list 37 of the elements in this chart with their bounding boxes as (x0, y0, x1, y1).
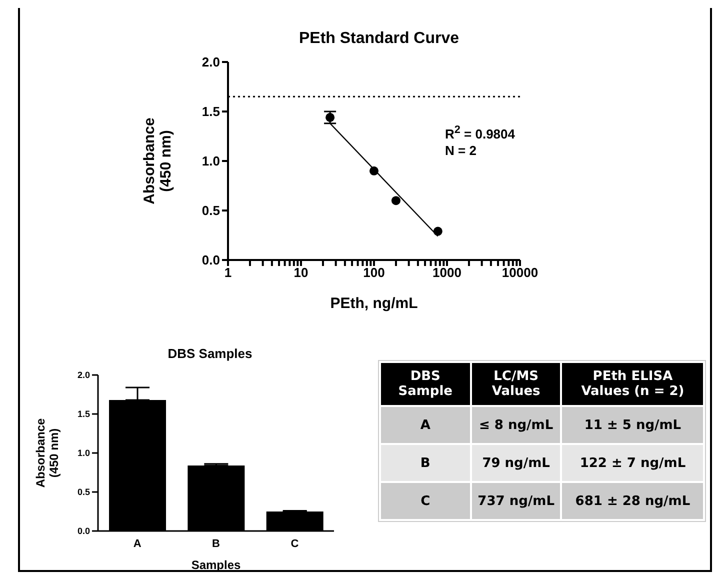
x-tick-label: A (133, 538, 142, 550)
fit-statistics: R$^{2}$ = 0.9804 N = 2 (445, 123, 515, 160)
x-tick-label: C (290, 538, 299, 550)
text: 681 ± 28 ng/mL (561, 482, 704, 520)
y-tick-label: 0.5 (77, 487, 90, 498)
text: 79 ng/mL (470, 444, 562, 482)
text: 11 ± 5 ng/mL (561, 406, 704, 444)
y-tick-label: 0.0 (202, 252, 220, 268)
text: 737 ng/mL (470, 482, 562, 520)
y-tick-label: 1.0 (202, 154, 220, 169)
category-label: PEth ELISA Values (n = 2) (561, 362, 704, 406)
y-tick-label: 2.0 (202, 54, 220, 70)
y-axis-title: Absorbance (450 nm) (34, 418, 61, 488)
text: A (380, 406, 471, 444)
y-axis-title: Absorbance (450 nm) (140, 118, 174, 204)
text: ≤ 8 ng/mL (470, 406, 562, 444)
text: 122 ± 7 ng/mL (561, 444, 704, 482)
x-axis-title: PEth, ng/mL (330, 295, 418, 312)
text: C (380, 482, 471, 520)
x-tick-label: 1 (224, 265, 232, 280)
category-label: LC/MS Values (470, 362, 562, 406)
chart-title: PEth Standard Curve (298, 30, 460, 48)
category-label: DBS Sample (380, 362, 471, 406)
y-tick-label: 2.0 (77, 370, 90, 380)
x-axis-title: Samples (191, 558, 242, 572)
y-tick-label: 1.5 (202, 104, 220, 120)
y-tick-label: 1.0 (77, 448, 90, 458)
y-tick-label: 0.0 (77, 526, 90, 536)
y-tick-label: 1.5 (77, 409, 90, 420)
x-tick-label: 10000 (502, 265, 538, 280)
x-tick-label: 100 (363, 265, 385, 280)
x-tick-label: B (212, 538, 220, 550)
chart-title: DBS Samples (166, 346, 254, 361)
text: B (380, 444, 471, 482)
x-tick-label: 1000 (432, 265, 462, 280)
y-tick-label: 0.5 (202, 203, 220, 218)
x-tick-label: 10 (294, 265, 308, 280)
